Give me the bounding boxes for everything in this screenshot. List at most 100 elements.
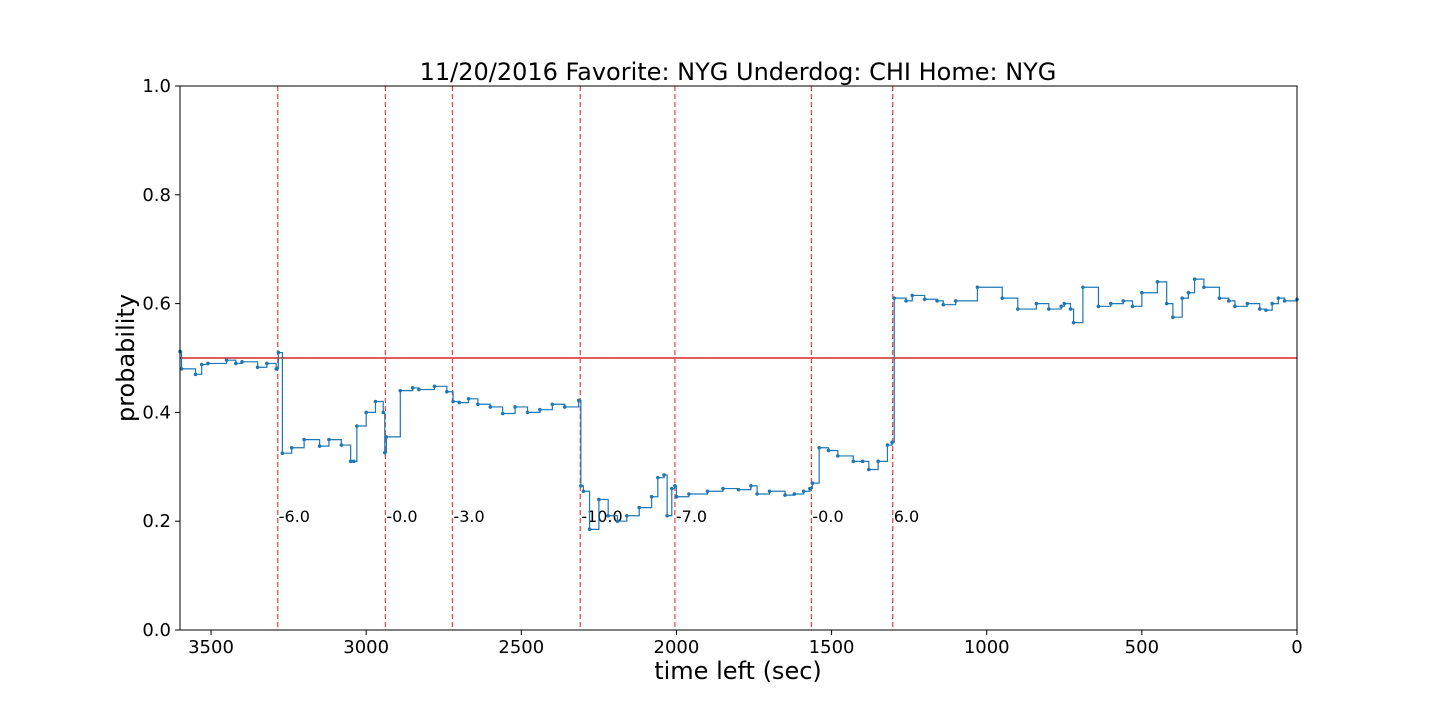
probability-point: [445, 389, 449, 394]
probability-point: [1245, 301, 1250, 306]
probability-point: [355, 424, 359, 428]
probability-point: [513, 405, 517, 409]
probability-point: [673, 484, 677, 488]
probability-point: [364, 410, 368, 415]
probability-point: [562, 405, 567, 409]
x-tick-label: 3000: [343, 637, 389, 658]
probability-point: [451, 399, 455, 404]
x-tick-label: 1000: [964, 637, 1010, 658]
probability-point: [382, 450, 387, 455]
probability-point: [327, 437, 331, 442]
probability-point: [289, 445, 294, 450]
probability-point: [755, 492, 759, 496]
probability-point: [910, 293, 915, 298]
probability-point: [265, 361, 269, 366]
probability-point: [538, 407, 542, 412]
score-event-label: -6.0: [279, 507, 310, 526]
probability-point: [1096, 304, 1101, 309]
score-event-label: 6.0: [894, 507, 919, 526]
x-tick-label: 0: [1291, 637, 1302, 658]
probability-point: [179, 367, 184, 371]
probability-point: [649, 494, 654, 499]
probability-point: [1130, 304, 1135, 309]
probability-point: [1062, 301, 1067, 306]
probability-point: [625, 513, 629, 518]
chart-title: 11/20/2016 Favorite: NYG Underdog: CHI H…: [420, 58, 1057, 86]
probability-point: [579, 484, 583, 488]
probability-point: [941, 302, 946, 307]
probability-point: [500, 411, 505, 416]
y-axis: 0.0 0.2 0.4 0.6 0.8 1.0: [142, 76, 180, 641]
probability-point: [255, 365, 260, 370]
probability-point: [317, 444, 322, 448]
probability-point: [851, 459, 856, 464]
probability-point: [736, 487, 741, 492]
probability-series-line: [180, 278, 1298, 530]
score-event-label: -0.0: [386, 507, 417, 526]
probability-point: [384, 435, 389, 439]
probability-point: [550, 402, 555, 407]
x-tick-label: 2500: [498, 637, 544, 658]
plot-content: -6.0 -0.0 -3.0 -10.0 -7.0 -0.0 6.0: [178, 86, 1299, 630]
y-tick-label: 0.0: [142, 620, 171, 641]
probability-point: [597, 497, 601, 502]
probability-point: [835, 454, 840, 458]
probability-point: [576, 398, 581, 403]
probability-point: [817, 445, 821, 450]
probability-point: [476, 402, 480, 407]
probability-point: [606, 513, 610, 518]
x-axis-label: time left (sec): [654, 657, 822, 685]
probability-point: [466, 397, 471, 401]
probability-point: [240, 360, 244, 364]
x-tick-label: 2000: [654, 637, 700, 658]
probability-point: [808, 486, 812, 491]
y-tick-label: 0.6: [142, 294, 171, 315]
probability-point: [687, 492, 691, 496]
probability-point: [975, 285, 980, 290]
probability-point: [876, 459, 880, 464]
probability-point: [1226, 299, 1231, 303]
probability-point: [351, 459, 356, 464]
probability-point: [224, 358, 229, 362]
probability-point: [674, 494, 679, 499]
probability-point: [1081, 285, 1085, 290]
y-axis-label: probability: [112, 294, 140, 422]
y-tick-label: 1.0: [142, 76, 171, 97]
probability-point: [373, 399, 378, 404]
probability-point: [885, 443, 890, 447]
probability-point: [615, 519, 620, 523]
x-tick-label: 3500: [188, 637, 234, 658]
probability-point: [206, 361, 210, 366]
probability-point: [348, 459, 353, 464]
probability-point: [826, 448, 831, 453]
probability-point: [749, 484, 753, 488]
probability-point: [525, 410, 530, 415]
x-tick-label: 1500: [809, 637, 855, 658]
probability-point: [904, 299, 908, 303]
probability-point: [1155, 280, 1160, 284]
probability-point: [234, 361, 238, 366]
probability-point: [721, 486, 725, 491]
probability-point: [1068, 307, 1073, 311]
probability-point: [199, 362, 204, 367]
probability-point: [457, 400, 462, 405]
probability-point: [381, 410, 386, 415]
probability-point: [1202, 285, 1206, 290]
probability-point: [1121, 299, 1126, 303]
probability-point: [1171, 315, 1175, 320]
probability-point: [767, 489, 772, 494]
score-event-label: -0.0: [812, 507, 843, 526]
probability-point: [801, 489, 806, 494]
probability-point: [339, 443, 344, 447]
probability-point: [1282, 299, 1287, 303]
probability-point: [1186, 290, 1191, 295]
probability-point: [1217, 296, 1222, 300]
probability-point: [1140, 290, 1144, 295]
probability-point: [1270, 301, 1274, 306]
probability-point: [1071, 320, 1076, 325]
probability-point: [867, 467, 871, 472]
probability-point: [935, 299, 939, 303]
probability-point: [410, 386, 415, 390]
